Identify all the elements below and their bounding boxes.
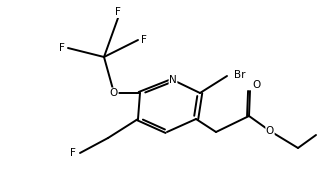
- Text: F: F: [141, 35, 147, 45]
- Text: O: O: [266, 126, 274, 136]
- Text: N: N: [169, 75, 177, 85]
- Text: O: O: [252, 80, 260, 90]
- Text: F: F: [70, 148, 76, 158]
- Text: O: O: [110, 88, 118, 98]
- Text: F: F: [59, 43, 65, 53]
- Text: Br: Br: [234, 70, 246, 80]
- Text: F: F: [115, 7, 121, 17]
